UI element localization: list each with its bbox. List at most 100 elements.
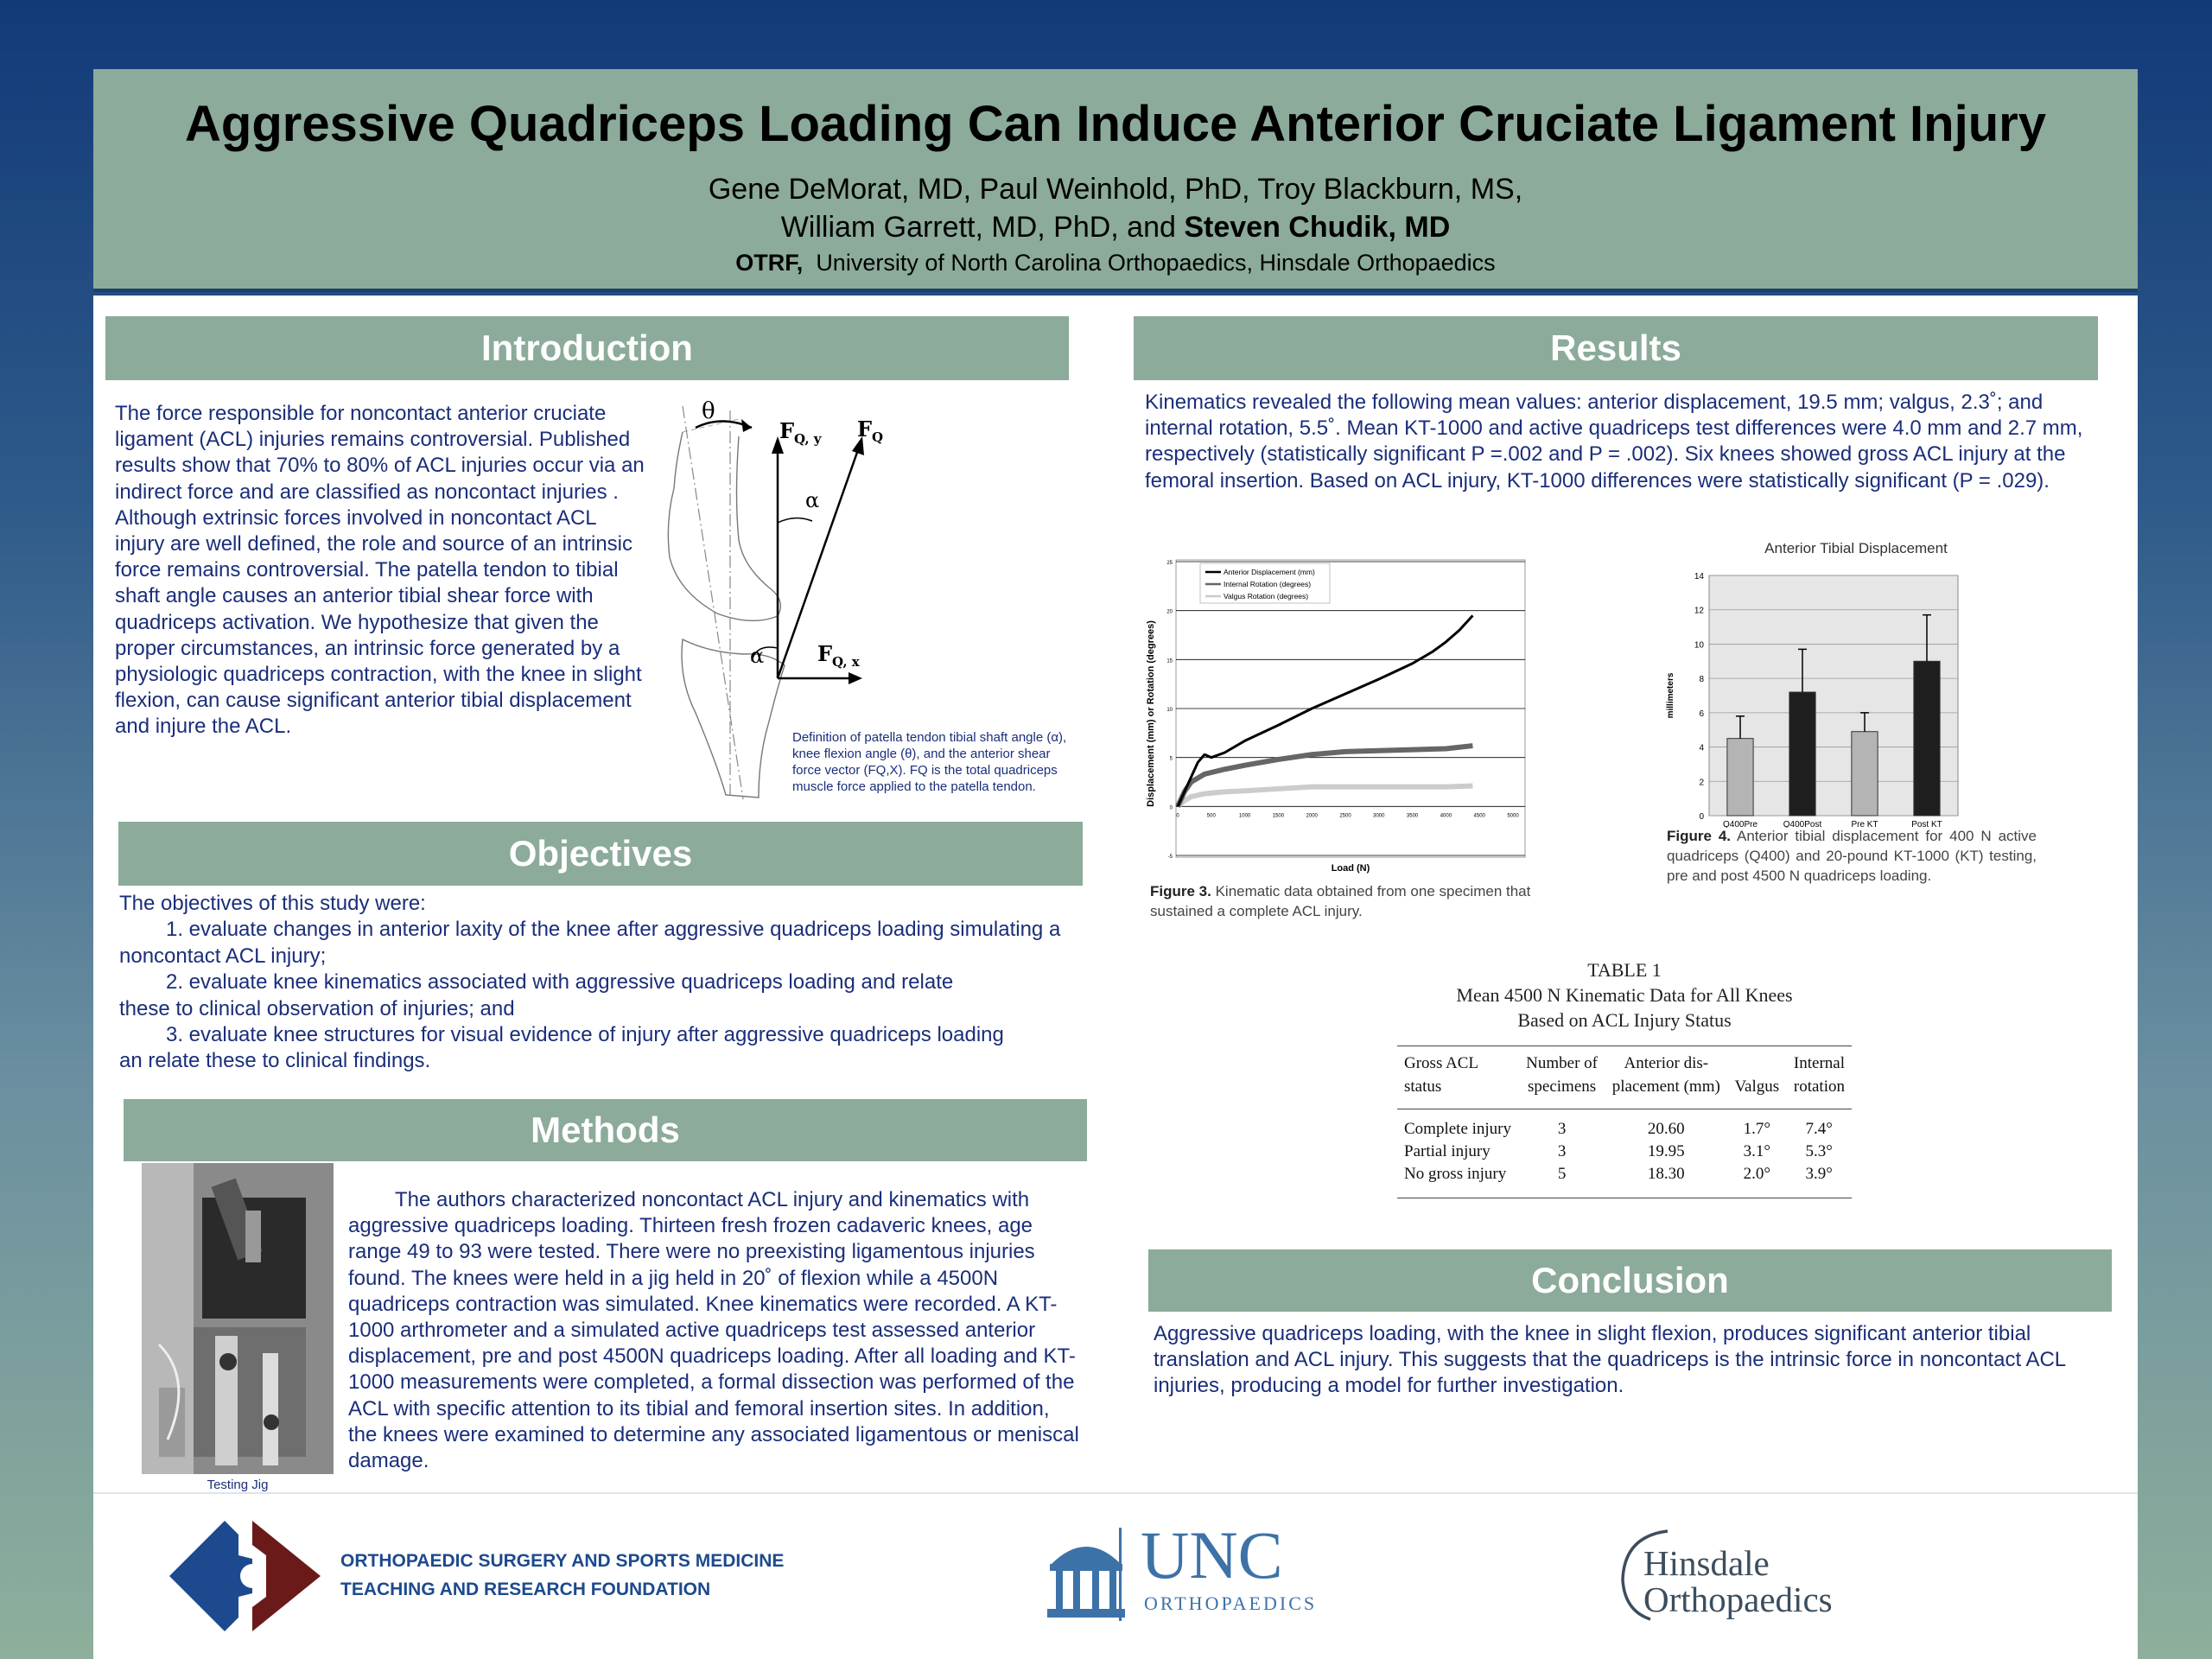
line-chart-xtick: 2000 [1306,813,1319,818]
line-chart-ytick: 20 [1166,610,1173,615]
figure3-caption: Figure 3. Kinematic data obtained from o… [1150,881,1548,921]
line-chart-xlabel: Load (N) [1332,863,1370,874]
header-specimens: Number of specimens [1519,1046,1605,1109]
conclusion-text: Aggressive quadriceps loading, with the … [1154,1322,2066,1398]
cell-rotation: 5.3° [1805,1142,1833,1160]
bar-chart-xtick: Post KT [1911,820,1942,828]
table1-title-line1: Mean 4500 N Kinematic Data for All Knees [1456,984,1793,1006]
figure4-label: Figure 4. [1667,828,1732,844]
hinsdale-logo-icon [1621,1529,1669,1621]
objectives-heading: Objectives [118,822,1083,886]
line-chart-ytick: 15 [1166,658,1173,664]
diagram-caption: Definition of patella tendon tibial shaf… [792,730,1067,794]
table1-header-row: Gross ACL status Number of specimens Anter… [1397,1046,1852,1109]
theta-label: θ [702,398,715,424]
header-specimens-l1: Number of [1526,1054,1599,1072]
bar-chart-ytick: 14 [1694,572,1705,582]
objectives-list: The objectives of this study were: 1. ev… [119,891,1096,1075]
cell-valgus: 1.7° [1743,1120,1770,1138]
methods-heading: Methods [124,1099,1087,1161]
anterior-tibial-displacement-chart: Anterior Tibial Displacement 0 2 4 6 8 10 12 14… [1666,540,1959,828]
hinsdale-line-1: Hinsdale [1643,1543,1770,1583]
affiliations: OTRF, University of North Carolina Ortho… [93,250,2138,276]
fqx-label: FQ, x [817,641,861,670]
header-rotation-l1: Internal [1793,1054,1845,1072]
objective-3: 3. evaluate knee structures for visual e… [166,1023,1004,1047]
cell-status: Partial injury [1404,1142,1491,1160]
header-gross-acl-l2: status [1404,1077,1442,1096]
header-rotation: Internal rotation [1786,1046,1852,1109]
authors-plain: William Garrett, MD, PhD, and [780,211,1185,244]
bar-chart-ytick: 2 [1699,778,1704,787]
old-well-icon [1047,1547,1125,1618]
bar-chart-ytick: 6 [1699,709,1704,719]
table-row: Partial injury 3 19.95 3.1° 5.3° [1397,1141,1852,1163]
header-gross-acl: Gross ACL status [1397,1046,1519,1109]
bar-chart-xtick: Q400Post [1783,820,1822,828]
line-chart-ytick: 5 [1170,757,1173,762]
line-chart-legend-box [1199,563,1331,604]
fqy-label: FQ, y [779,418,823,447]
otrf-line-2: TEACHING AND RESEARCH FOUNDATION [340,1580,711,1599]
alpha-label-lower: α [750,644,764,668]
kinematic-line-chart: -5 0 5 10 15 20 25 0 500 1000 1500 2000 2500 3000 3500… [1146,559,1526,874]
header-displacement-l1: Anterior dis- [1624,1054,1709,1072]
bar-chart-xtick: Pre KT [1851,820,1878,828]
methods-text: The authors characterized noncontact ACL… [348,1188,1079,1473]
fq-label: FQ [857,416,883,445]
header-displacement: Anterior dis-placement (mm) [1605,1046,1727,1109]
cell-displacement: 18.30 [1647,1165,1685,1183]
line-chart-ytick: -5 [1168,855,1173,860]
authors-line-2: William Garrett, MD, PhD, and Steven Chu… [93,208,2138,246]
cell-valgus: 3.1° [1743,1142,1770,1160]
bar-chart-title: Anterior Tibial Displacement [1764,540,1948,556]
cell-rotation: 7.4° [1805,1120,1833,1138]
bar-chart-ytick: 8 [1699,675,1704,684]
figure4-text: Anterior tibial displacement for 400 N a… [1667,828,2037,884]
poster-title: Aggressive Quadriceps Loading Can Induce… [185,96,2046,152]
poster-header: Aggressive Quadriceps Loading Can Induce… [93,69,2138,292]
legend-label: Internal Rotation (degrees) [1224,580,1311,588]
unc-logo-text: UNC [1141,1517,1283,1592]
line-chart-xtick: 1500 [1273,813,1285,818]
table1-label: TABLE 1 [1587,959,1662,981]
objective-2-cont: these to clinical observation of injurie… [119,996,515,1020]
poster-body [93,296,2138,1659]
line-chart-series [1176,783,1473,809]
line-chart-series [1176,614,1474,807]
objective-1-cont: noncontact ACL injury; [119,944,327,968]
table-row: Complete injury 3 20.60 1.7° 7.4° [1397,1109,1852,1141]
line-chart-ytick: 0 [1170,805,1173,810]
table1-title-line2: Based on ACL Injury Status [1517,1009,1732,1031]
bar-chart-xtick: Q400Pre [1723,820,1758,828]
bar [1913,660,1941,817]
cell-count: 3 [1557,1120,1567,1138]
objective-1: 1. evaluate changes in anterior laxity o… [166,918,1061,942]
bar-chart-ytick: 10 [1694,640,1705,650]
bar-chart-ylabel: millimeters [1666,672,1675,718]
results-text: Kinematics revealed the following mean v… [1145,391,2083,493]
header-rotation-l2: rotation [1793,1077,1845,1096]
line-chart-xtick: 4000 [1440,813,1452,818]
cell-displacement: 19.95 [1647,1142,1685,1160]
cell-count: 5 [1557,1165,1567,1183]
bar-chart-ytick: 12 [1694,607,1705,616]
line-chart-xtick: 3500 [1407,813,1419,818]
objective-2: 2. evaluate knee kinematics associated w… [166,970,954,995]
cell-displacement: 20.60 [1647,1120,1685,1138]
hinsdale-line-2: Orthopaedics [1643,1580,1833,1619]
table-row: No gross injury 5 18.30 2.0° 3.9° [1397,1163,1852,1198]
cell-valgus: 2.0° [1743,1165,1770,1183]
header-specimens-l2: specimens [1528,1077,1597,1096]
header-valgus-l2: Valgus [1734,1077,1780,1096]
figure3-label: Figure 3. [1150,883,1211,899]
authors-line-1: Gene DeMorat, MD, Paul Weinhold, PhD, Tr… [708,173,1523,206]
testing-jig-photo [142,1163,334,1474]
line-chart-xtick: 3000 [1373,813,1385,818]
photo-caption: Testing Jig [207,1478,269,1492]
line-chart-xtick: 2500 [1339,813,1351,818]
header-displacement-l2: placement (mm) [1611,1077,1720,1096]
header-gross-acl-l1: Gross ACL [1404,1054,1479,1072]
affil-rest: University of North Carolina Orthopaedic… [816,250,1496,276]
legend-label: Anterior Displacement (mm) [1224,568,1315,576]
